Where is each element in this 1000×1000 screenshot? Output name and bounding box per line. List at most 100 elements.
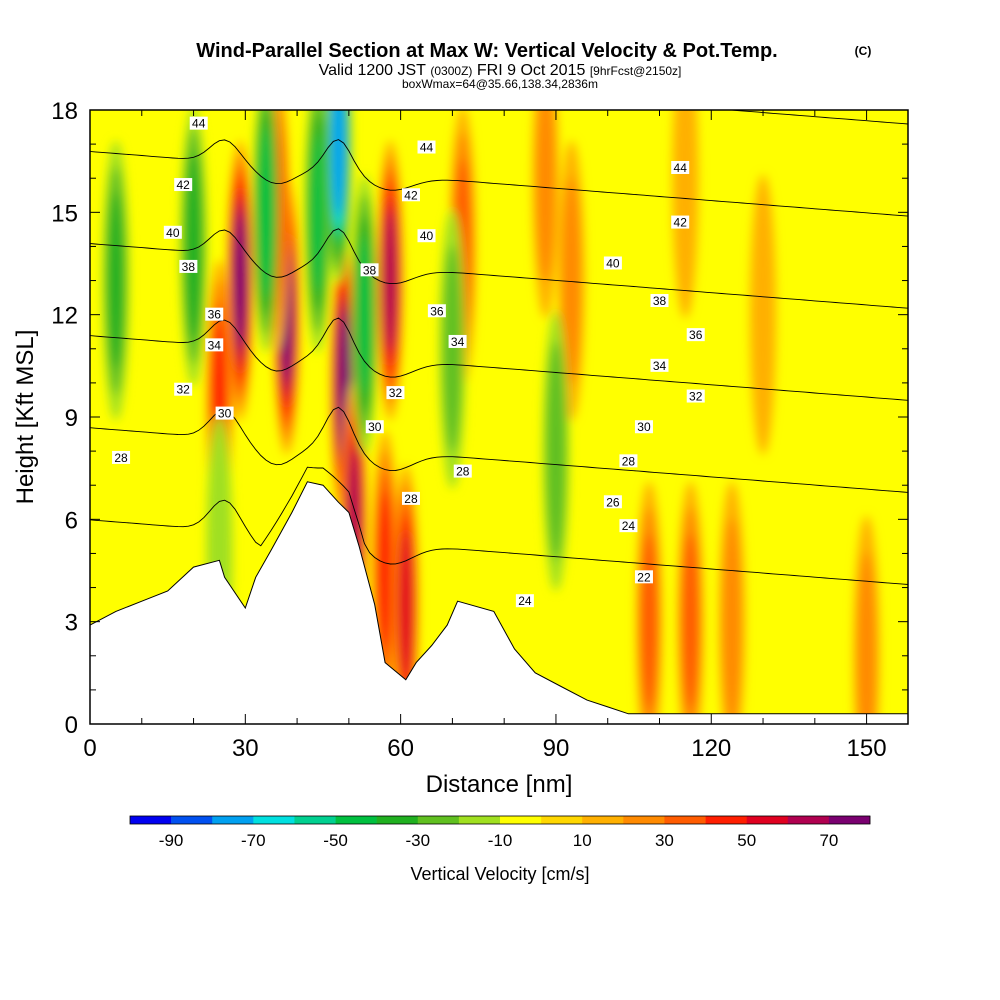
contour-label-box — [448, 334, 467, 348]
contour-label: 24 — [518, 594, 532, 608]
contour-label-group: 32 — [174, 382, 193, 397]
velocity-cell — [383, 210, 397, 351]
colorbar-tick-label: 50 — [737, 831, 756, 850]
contour-label-box — [650, 294, 669, 308]
contour-label-box — [365, 420, 384, 434]
velocity-cell — [377, 491, 393, 650]
subtitle-valid: Valid 1200 JST — [319, 62, 427, 79]
contour-label-box — [650, 358, 669, 372]
contour-label-group: 38 — [360, 263, 379, 277]
contour-label: 44 — [674, 161, 688, 175]
contour-label: 40 — [166, 226, 180, 240]
contour-label-group: 22 — [634, 570, 653, 584]
y-tick-label: 6 — [65, 507, 78, 534]
contour-label-group: 28 — [453, 464, 472, 479]
contour-label-box — [686, 389, 705, 403]
velocity-cell — [750, 174, 777, 455]
velocity-cell — [442, 245, 463, 453]
contour-label: 40 — [420, 229, 434, 243]
contour-label: 40 — [606, 257, 620, 271]
contour-label: 44 — [420, 141, 434, 155]
colorbar-label: Vertical Velocity [cm/s] — [410, 864, 589, 884]
chart-subtitle-2: boxWmax=64@35.66,138.34,2836m — [402, 77, 598, 91]
contour-label: 32 — [177, 383, 191, 397]
contour-label: 22 — [637, 570, 651, 584]
contour-label: 28 — [404, 492, 418, 506]
x-tick-label: 120 — [691, 735, 731, 762]
colorbar-segment — [582, 816, 624, 824]
colorbar-segment — [828, 816, 871, 824]
contour-label-box — [174, 382, 193, 396]
contour-label-box — [453, 464, 472, 478]
contour-label-group: 36 — [686, 328, 705, 342]
colorbar-tick-label: -10 — [488, 831, 513, 850]
x-tick-label: 30 — [232, 735, 259, 762]
theta-contour — [90, 317, 908, 401]
y-tick-label: 18 — [51, 98, 78, 125]
theta-contour — [90, 466, 908, 585]
contour-label-box — [179, 259, 198, 273]
chart-title-mark: (C) — [855, 44, 872, 58]
contour-label-group: 34 — [448, 334, 467, 349]
contour-label-group: 28 — [619, 454, 638, 468]
contour-label-box — [112, 450, 131, 464]
colorbar-segment — [417, 816, 460, 824]
contour-label-group: 34 — [650, 358, 669, 373]
contour-label-box — [515, 594, 534, 608]
contour-label: 38 — [653, 294, 667, 308]
contour-label: 38 — [363, 263, 377, 277]
velocity-cell — [545, 341, 567, 561]
contour-label: 30 — [218, 407, 232, 421]
colorbar-segment — [746, 816, 789, 824]
colorbar-segment — [787, 816, 830, 824]
contour-label-group: 34 — [205, 338, 224, 352]
colorbar-segment — [541, 816, 583, 824]
velocity-cell — [107, 192, 125, 369]
velocity-cell — [672, 110, 699, 319]
contour-label-group: 24 — [619, 519, 638, 533]
contour-label-box — [205, 307, 224, 321]
colorbar-tick-label: -30 — [406, 831, 431, 850]
x-tick-label: 90 — [543, 735, 570, 762]
vertical-velocity-field — [102, 110, 880, 724]
contour-label-group: 30 — [634, 420, 653, 434]
contour-label: 28 — [114, 451, 128, 465]
contour-label: 36 — [689, 328, 703, 342]
contour-label-box — [427, 304, 446, 318]
y-tick-label: 15 — [51, 200, 78, 227]
contour-label-group: 40 — [417, 229, 436, 243]
contour-label-box — [634, 570, 653, 584]
colorbar-segment — [253, 816, 295, 824]
contour-label-group: 40 — [603, 256, 622, 271]
colorbar-frame — [129, 815, 871, 825]
contour-label-box — [215, 406, 234, 420]
subtitle-utc: (0300Z) — [430, 64, 472, 78]
contour-label-group: 38 — [650, 294, 669, 308]
velocity-cell — [233, 213, 247, 348]
colorbar-segment — [458, 816, 501, 824]
contour-label: 24 — [622, 519, 636, 533]
contour-label: 28 — [456, 465, 470, 479]
contour-label-box — [189, 116, 208, 130]
contour-label-box — [174, 178, 193, 192]
colorbar-segment — [294, 816, 336, 824]
velocity-cell — [561, 176, 582, 385]
contour-label-box — [163, 225, 182, 239]
contour-label-group: 44 — [189, 116, 208, 131]
contour-label: 42 — [674, 216, 688, 230]
contour-label-group: 42 — [174, 178, 193, 192]
contour-label-box — [360, 263, 379, 277]
velocity-cell — [682, 533, 699, 710]
x-axis-label: Distance [nm] — [426, 771, 573, 798]
colorbar-segment — [664, 816, 706, 824]
contour-label-group: 42 — [401, 188, 420, 202]
colorbar-segment — [623, 816, 665, 824]
y-axis-label: Height [Kft MSL] — [12, 330, 39, 505]
subtitle-date: FRI 9 Oct 2015 — [477, 62, 586, 79]
contour-label-group: 44 — [671, 160, 690, 175]
contour-label: 42 — [404, 188, 418, 202]
colorbar-segment — [376, 816, 419, 824]
contour-label: 28 — [622, 454, 636, 468]
contour-label: 30 — [368, 420, 382, 434]
